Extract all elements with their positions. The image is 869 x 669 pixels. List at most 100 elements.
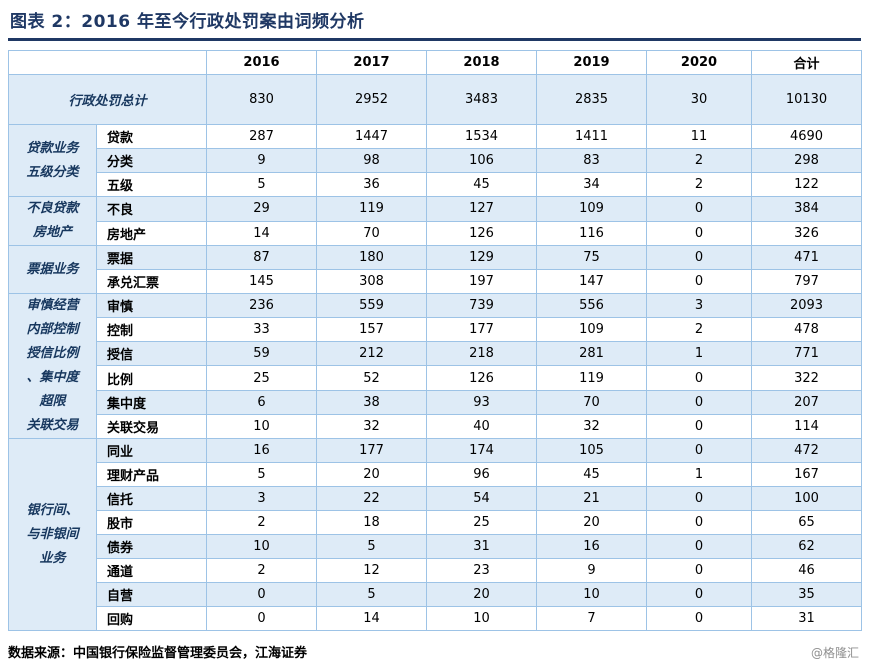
keyword-cell: 比例 <box>96 365 207 391</box>
value-cell: 180 <box>316 245 427 270</box>
value-cell: 119 <box>536 365 647 391</box>
keyword-cell: 集中度 <box>96 389 207 415</box>
table-row: 通道 2 12 23 9 0 46 <box>9 558 862 583</box>
table-row: 集中度 6 38 93 70 0 207 <box>9 389 862 415</box>
header-row: 2016 2017 2018 2019 2020 合计 <box>8 50 862 75</box>
value-cell: 0 <box>646 510 752 535</box>
value-cell: 114 <box>751 413 862 440</box>
category-line: 五级分类 <box>26 164 79 180</box>
value-cell: 2 <box>646 172 752 197</box>
table-row: 关联交易 10 32 40 32 0 114 <box>9 413 862 440</box>
table-row: 承兑汇票 145 308 197 147 0 797 <box>9 269 862 294</box>
value-cell: 0 <box>646 269 752 294</box>
value-cell: 0 <box>646 413 752 440</box>
column-header: 2017 <box>316 50 427 75</box>
keyword-cell: 回购 <box>96 606 207 631</box>
keyword-cell: 股市 <box>96 510 207 535</box>
value-cell: 96 <box>426 462 537 487</box>
value-cell: 797 <box>751 269 862 294</box>
category-line: 超限 <box>39 394 66 409</box>
table-row: 授信 59 212 218 281 1 771 <box>9 341 862 367</box>
value-cell: 129 <box>426 245 537 270</box>
category-line: 不良贷款 <box>26 201 79 216</box>
keyword-cell: 承兑汇票 <box>96 269 207 294</box>
value-cell: 36 <box>316 172 427 197</box>
value-cell: 207 <box>751 389 862 415</box>
category-line: 审慎经营 <box>26 298 79 313</box>
footer: 数据来源：中国银行保险监督管理委员会，江海证券 @格隆汇 <box>8 642 861 661</box>
value-cell: 1534 <box>426 124 537 149</box>
value-cell: 29 <box>206 196 317 222</box>
value-cell: 0 <box>646 245 752 270</box>
value-cell: 2 <box>646 317 752 343</box>
value-cell: 326 <box>751 220 862 246</box>
value-cell: 25 <box>206 365 317 391</box>
table-row: 控制 33 157 177 109 2 478 <box>9 317 862 343</box>
category-line: 授信比例 <box>26 346 79 361</box>
value-cell: 7 <box>536 606 647 631</box>
category-cell: 银行间、 与非银间 业务 <box>8 438 97 631</box>
value-cell: 70 <box>536 389 647 415</box>
value-cell: 21 <box>536 486 647 511</box>
column-header: 2016 <box>206 50 317 75</box>
value-cell: 11 <box>646 124 752 149</box>
corner-cell <box>8 50 207 75</box>
total-value-cell: 3483 <box>426 74 537 125</box>
value-cell: 281 <box>536 341 647 367</box>
value-cell: 177 <box>426 317 537 343</box>
value-cell: 22 <box>316 486 427 511</box>
value-cell: 1 <box>646 462 752 487</box>
value-cell: 384 <box>751 196 862 222</box>
keyword-cell: 贷款 <box>96 124 207 149</box>
keyword-cell: 同业 <box>96 438 207 463</box>
category-line: 票据业务 <box>26 261 79 277</box>
category-cell: 审慎经营 内部控制 授信比例 、集中度 超限 关联交易 <box>8 293 97 439</box>
total-value-cell: 2952 <box>316 74 427 125</box>
value-cell: 119 <box>316 196 427 222</box>
value-cell: 3 <box>206 486 317 511</box>
value-cell: 16 <box>536 534 647 559</box>
value-cell: 478 <box>751 317 862 343</box>
column-header: 合计 <box>751 50 862 75</box>
value-cell: 212 <box>316 341 427 367</box>
table-row: 股市 2 18 25 20 0 65 <box>9 510 862 535</box>
value-cell: 0 <box>206 582 317 607</box>
value-cell: 38 <box>316 389 427 415</box>
value-cell: 0 <box>646 196 752 222</box>
value-cell: 556 <box>536 292 647 319</box>
value-cell: 177 <box>316 438 427 463</box>
value-cell: 0 <box>206 606 317 631</box>
value-cell: 20 <box>536 510 647 535</box>
value-cell: 98 <box>316 148 427 173</box>
keyword-cell: 关联交易 <box>96 413 207 440</box>
value-cell: 70 <box>316 220 427 246</box>
value-cell: 20 <box>316 462 427 487</box>
value-cell: 4690 <box>751 124 862 149</box>
keyword-cell: 债券 <box>96 534 207 559</box>
value-cell: 472 <box>751 438 862 463</box>
table-row: 比例 25 52 126 119 0 322 <box>9 365 862 391</box>
value-cell: 1 <box>646 341 752 367</box>
value-cell: 34 <box>536 172 647 197</box>
keyword-cell: 房地产 <box>96 220 207 246</box>
value-cell: 109 <box>536 196 647 222</box>
value-cell: 471 <box>751 245 862 270</box>
value-cell: 5 <box>316 534 427 559</box>
keyword-cell: 控制 <box>96 317 207 343</box>
total-value-cell: 10130 <box>751 74 862 125</box>
total-row: 行政处罚总计 830 2952 3483 2835 30 10130 <box>8 74 862 125</box>
keyword-cell: 信托 <box>96 486 207 511</box>
keyword-cell: 票据 <box>96 245 207 270</box>
category-line: 房地产 <box>32 225 72 240</box>
value-cell: 3 <box>646 292 752 319</box>
table-row: 票据业务 票据 87 180 129 75 0 471 <box>8 245 862 294</box>
value-cell: 771 <box>751 341 862 367</box>
value-cell: 9 <box>536 558 647 583</box>
value-cell: 6 <box>206 389 317 415</box>
value-cell: 0 <box>646 582 752 607</box>
table-row: 不良贷款 房地产 不良 29 119 127 109 0 384 <box>8 196 862 246</box>
table-header: 2016 2017 2018 2019 2020 合计 <box>8 50 862 75</box>
table-row: 债券 10 5 31 16 0 62 <box>9 534 862 559</box>
table-row: 房地产 14 70 126 116 0 326 <box>9 220 862 246</box>
table-row: 银行间、 与非银间 业务 同业 16 177 174 105 0 472 <box>8 438 862 631</box>
